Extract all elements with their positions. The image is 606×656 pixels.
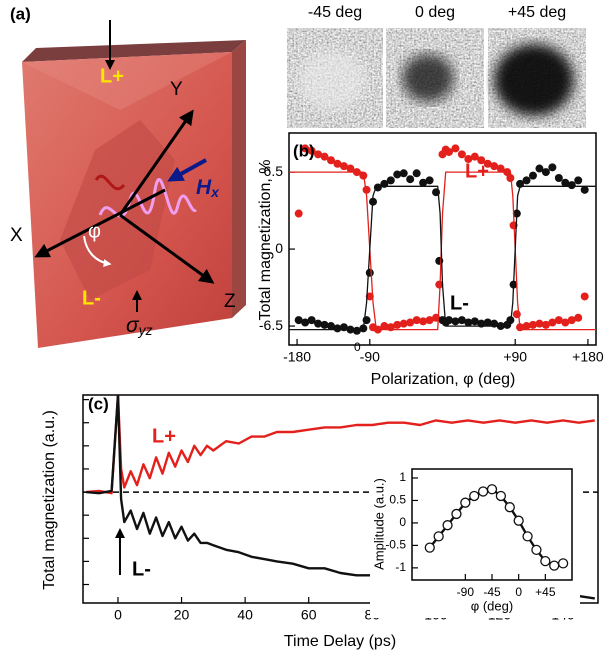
data-point [555,174,563,182]
region-label: L- [82,287,101,309]
data-point [400,169,408,177]
annotation: L+ [465,160,489,182]
series-line [289,172,596,330]
image-label: -45 deg [308,4,362,21]
data-point [426,176,434,184]
data-point [529,172,537,180]
panel-label: (b) [293,141,315,160]
y-tick-label: -1 [395,560,406,574]
y-tick-label: -0.5 [385,538,406,552]
data-point [559,559,568,568]
axis-name: Y [170,79,183,100]
x-tick-label: +90 [503,349,527,365]
x-tick-label: -90 [360,349,380,365]
panel-label: (c) [88,394,109,413]
data-point [413,169,421,177]
data-point [581,186,589,194]
x-tick-label: 0 [114,607,122,623]
data-point [574,176,582,184]
panel-label: (a) [10,4,31,23]
image-blob [402,54,454,102]
data-point [470,491,479,500]
chart: -180-90+90+180-6.506.5(b)L+L-0Polarizati… [257,133,604,388]
data-point [488,485,497,494]
image-label: 0 deg [415,4,455,21]
image-blob [298,50,366,110]
axis-name: X [10,225,23,246]
data-point [452,509,461,518]
images: -45 deg 0 deg +45 deg [287,4,586,128]
panel-a: (a) L+ L- Y X Z φ Hx σyz [10,4,246,348]
y-axis-label: Total magnetization, % [257,160,274,321]
y-tick-label: 0 [275,240,283,256]
data-point [451,144,459,152]
data-point [568,181,576,189]
chart: -90 -45 0 +45 -1 -0.5 0 0.5 1 φ (deg) Amplitude (a… [370,461,580,618]
x-tick-label: 20 [174,607,190,623]
field-main: H [196,176,212,199]
data-point [513,310,521,318]
field-sub: x [210,184,220,200]
data-point [434,532,443,541]
data-point [523,532,532,541]
plot-area [289,144,596,334]
y-axis-label: Total magnetization (a.u.) [41,410,58,590]
data-point [479,487,488,496]
figure: (a) L+ L- Y X Z φ Hx σyz -45 deg 0 deg +… [0,0,606,656]
x-tick-label: +45 [535,585,556,599]
stress-sub: yz [138,322,153,338]
x-axis-label: Polarization, φ (deg) [371,371,516,388]
data-point [523,176,531,184]
x-tick-label: 60 [301,607,317,623]
data-point [425,543,434,552]
region-label: L+ [100,65,124,87]
x-axis-label: φ (deg) [471,598,513,613]
data-point [574,314,582,322]
annotation: 0 [354,340,361,354]
data-point [542,168,550,176]
y-tick-label: 1 [399,470,406,484]
data-point [387,176,395,184]
x-tick-label: 0 [515,585,522,599]
image-blob [494,44,574,116]
data-point [458,150,466,158]
data-point [548,163,556,171]
data-point [406,175,414,183]
angle-label: φ [88,220,101,242]
data-point [461,498,470,507]
y-tick-label: 0 [399,515,406,529]
data-point [541,557,550,566]
y-axis-label: Amplitude (a.u.) [371,478,386,570]
x-tick-label: -90 [457,585,475,599]
x-tick-label: -45 [483,585,501,599]
data-point [366,269,374,277]
data-point [550,561,559,570]
data-point [443,521,452,530]
annotation: L- [132,558,151,580]
slab-side [232,40,246,318]
x-tick-label: +180 [572,349,604,365]
axis-name: Z [224,291,236,312]
x-tick-label: -180 [283,349,311,365]
data-point [532,545,541,554]
data-point [581,292,589,300]
annotation: L+ [152,425,176,447]
x-axis-label: Time Delay (ps) [284,633,396,650]
image-label: +45 deg [508,4,566,21]
data-point [514,516,523,525]
data-point [505,503,514,512]
data-point [295,210,303,218]
data-point [496,491,505,500]
y-tick-label: 0.5 [389,493,406,507]
annotation: L- [450,292,469,314]
x-tick-label: 40 [237,607,253,623]
